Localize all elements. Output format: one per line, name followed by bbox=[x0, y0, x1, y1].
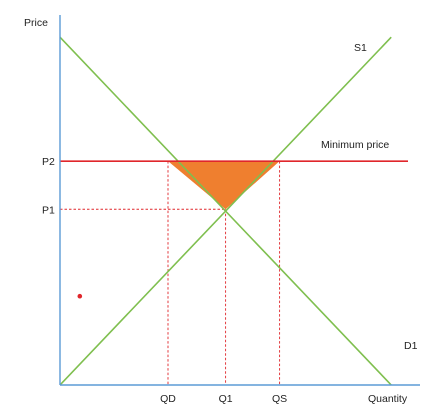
series-label-d1: D1 bbox=[404, 340, 418, 352]
y-tick-label-p1: P1 bbox=[42, 204, 55, 216]
red-dot-marker bbox=[77, 293, 83, 299]
demand-curve-d1 bbox=[59, 36, 392, 386]
minimum-price-label: Minimum price bbox=[321, 139, 389, 151]
x-tick-label-q1: Q1 bbox=[219, 393, 233, 405]
y-axis-label: Price bbox=[24, 17, 48, 29]
surplus-region bbox=[168, 161, 280, 210]
x-tick-label-qd: QD bbox=[160, 393, 176, 405]
x-axis-label: Quantity bbox=[368, 393, 408, 405]
series-label-s1: S1 bbox=[354, 42, 367, 54]
x-tick-label-qs: QS bbox=[272, 393, 287, 405]
y-tick-label-p2: P2 bbox=[42, 156, 55, 168]
